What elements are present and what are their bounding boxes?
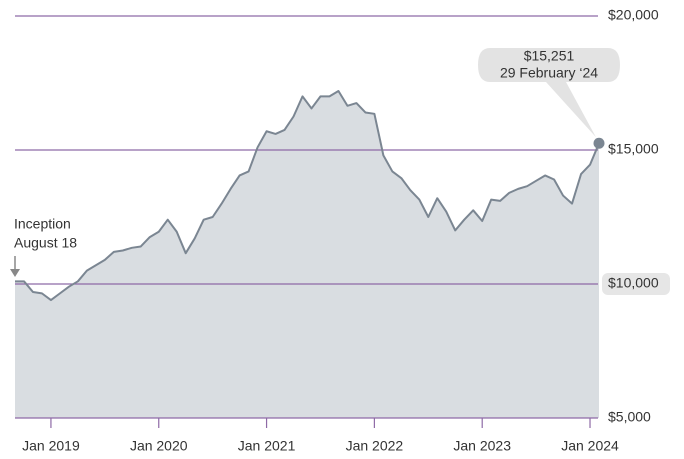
x-tick-label: Jan 2022: [346, 438, 404, 454]
x-tick-label: Jan 2021: [238, 438, 296, 454]
end-point: [593, 137, 605, 149]
line: [15, 90, 600, 302]
callout-value: $15,251: [524, 48, 575, 64]
y-tick-label: $5,000: [608, 409, 651, 425]
x-tick-label: Jan 2020: [130, 438, 188, 454]
tick-label-background: [602, 273, 670, 295]
inception-label: Inception: [14, 216, 71, 232]
y-tick-label: $20,000: [608, 7, 659, 23]
y-tick-label: $10,000: [608, 275, 659, 291]
x-tick-label: Jan 2023: [453, 438, 511, 454]
callout-date: 29 February ‘24: [500, 65, 598, 81]
x-tick-label: Jan 2024: [561, 438, 619, 454]
inception-arrowhead: [10, 269, 20, 277]
x-tick-label: Jan 2019: [22, 438, 80, 454]
area: [15, 91, 599, 418]
y-tick-label: $15,000: [608, 141, 659, 157]
callout: [478, 48, 620, 138]
inception-label: August 18: [14, 235, 77, 251]
